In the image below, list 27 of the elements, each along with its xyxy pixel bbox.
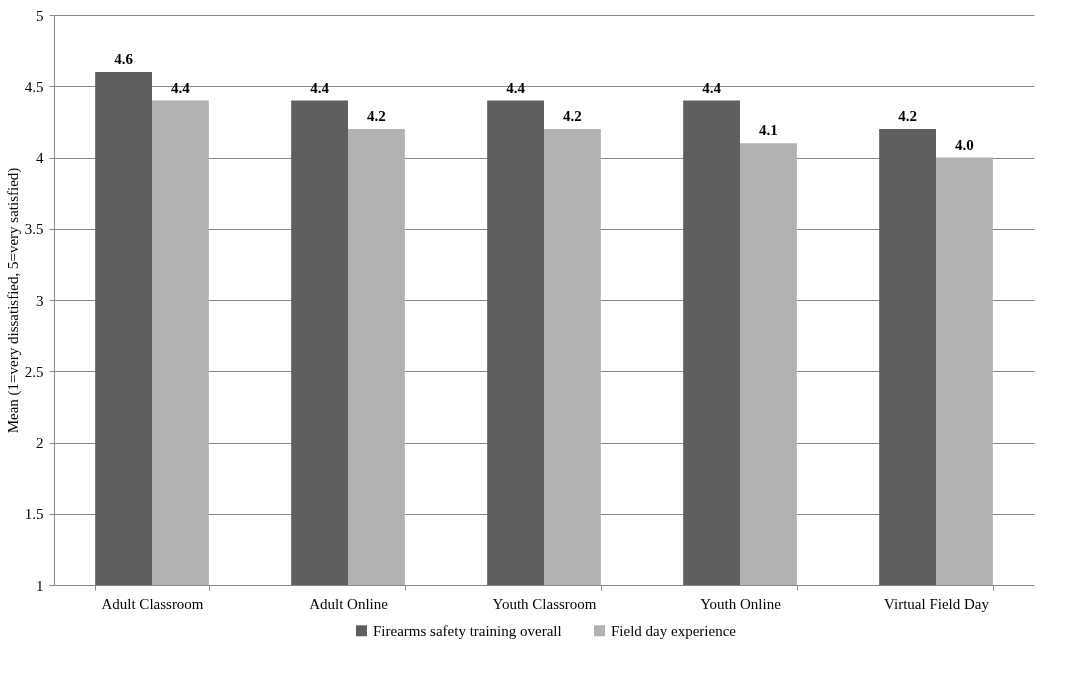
data-label: 4.4 bbox=[506, 79, 526, 96]
x-tick-label: Adult Online bbox=[309, 595, 389, 612]
y-tick-label: 1.5 bbox=[24, 506, 44, 523]
data-label: 4.2 bbox=[898, 108, 917, 124]
y-tick-label: 3 bbox=[36, 292, 44, 309]
data-label: 4.1 bbox=[759, 122, 778, 139]
data-label: 4.6 bbox=[114, 51, 134, 67]
y-tick-label: 5 bbox=[36, 7, 44, 24]
y-tick-label: 4 bbox=[36, 150, 44, 166]
x-tick-label: Adult Classroom bbox=[101, 595, 204, 612]
y-tick-label: 3.5 bbox=[24, 221, 44, 238]
data-label: 4.4 bbox=[702, 79, 722, 96]
y-axis-title: Mean (1=very dissatisfied, 5=very satisfied) bbox=[4, 167, 22, 434]
data-label: 4.2 bbox=[563, 108, 582, 124]
x-tick-label: Youth Classroom bbox=[492, 595, 597, 612]
data-label: 4.4 bbox=[310, 79, 330, 96]
y-tick-label: 2 bbox=[36, 435, 44, 451]
y-tick-label: 4.5 bbox=[24, 78, 44, 95]
y-tick-label: 2.5 bbox=[24, 363, 44, 380]
legend-label: Firearms safety training overall bbox=[373, 622, 562, 639]
data-label: 4.2 bbox=[367, 108, 386, 124]
data-label: 4.0 bbox=[955, 136, 974, 153]
x-tick-label: Youth Online bbox=[700, 595, 782, 612]
data-label: 4.4 bbox=[171, 79, 191, 96]
legend-label: Field day experience bbox=[611, 622, 737, 639]
x-tick-label: Virtual Field Day bbox=[884, 595, 990, 612]
y-tick-label: 1 bbox=[36, 577, 44, 594]
